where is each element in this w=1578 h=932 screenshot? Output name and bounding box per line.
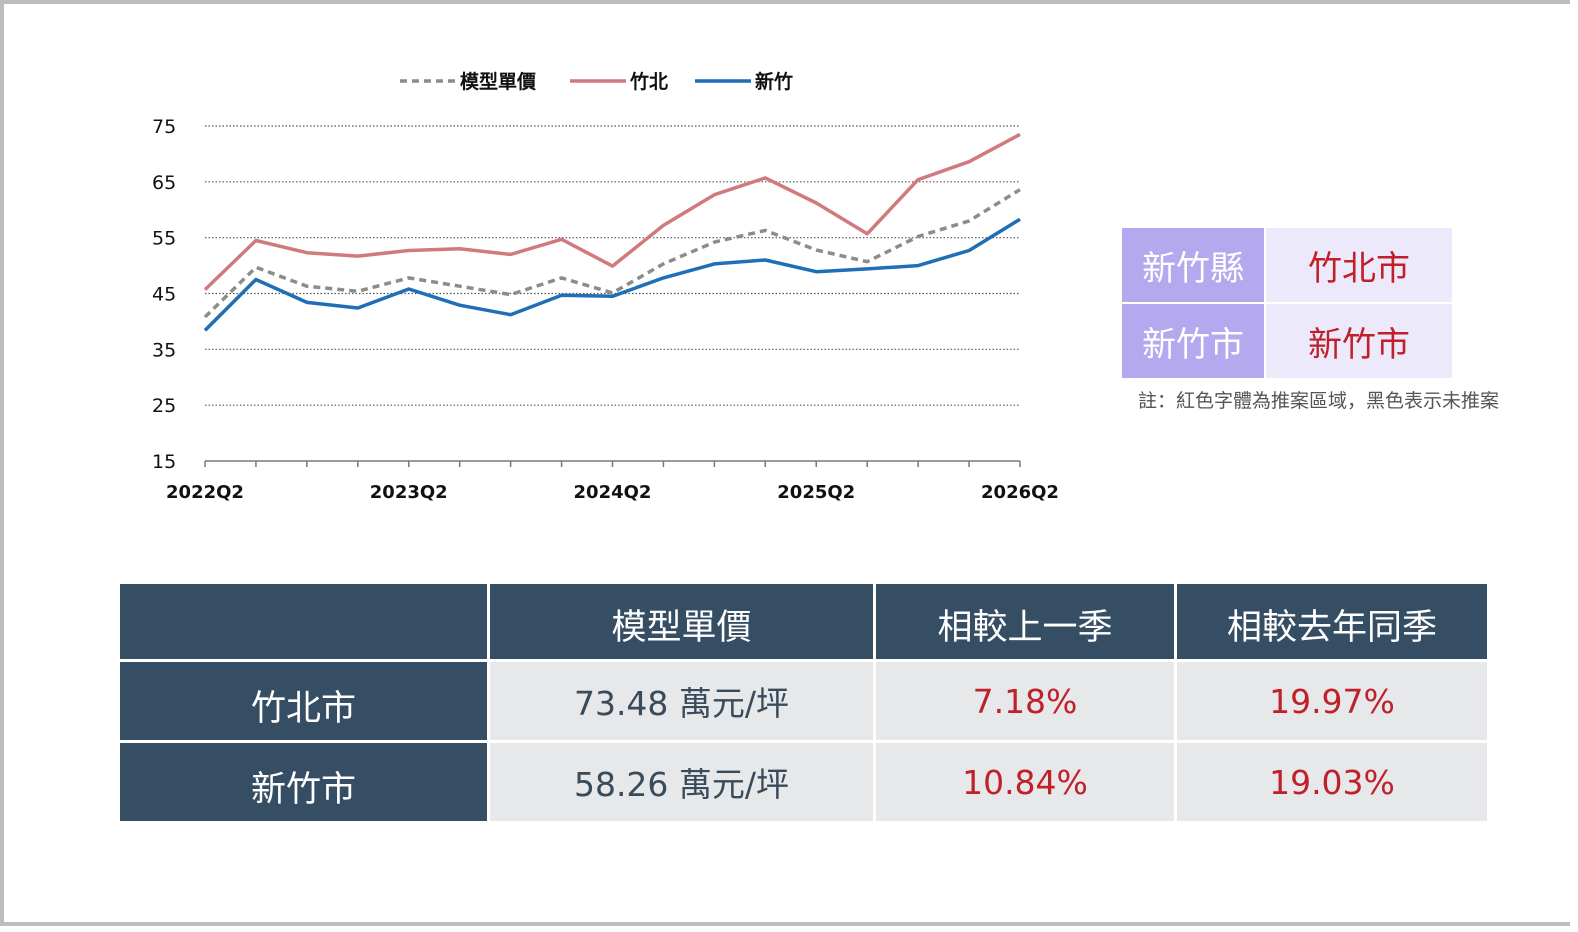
x-tick-label: 2025Q2: [777, 482, 855, 503]
region-city: 竹北市: [1266, 228, 1452, 304]
y-tick-label: 55: [152, 228, 176, 250]
summary-row-name: 竹北市: [120, 662, 487, 740]
summary-row-name: 新竹市: [120, 743, 487, 821]
y-tick-label: 45: [152, 284, 176, 306]
y-tick-label: 15: [152, 451, 176, 473]
x-tick-label: 2023Q2: [370, 482, 448, 503]
x-tick-label: 2024Q2: [574, 482, 652, 503]
summary-qoq: 7.18%: [876, 662, 1174, 740]
region-row: 新竹縣 竹北市: [1122, 228, 1452, 304]
series-line: [203, 188, 1021, 319]
region-table: 新竹縣 竹北市 新竹市 新竹市: [1122, 228, 1452, 380]
summary-yoy: 19.03%: [1177, 743, 1487, 821]
summary-price: 73.48 萬元/坪: [490, 662, 873, 740]
summary-header-blank: [120, 584, 487, 659]
summary-table: 模型單價 相較上一季 相較去年同季 竹北市 73.48 萬元/坪 7.18% 1…: [117, 581, 1490, 824]
x-tick-label: 2026Q2: [981, 482, 1059, 503]
y-tick-label: 35: [152, 339, 176, 361]
x-tick-label: 2022Q2: [166, 482, 244, 503]
region-county: 新竹市: [1122, 304, 1266, 380]
series-line: [203, 132, 1021, 291]
y-tick-label: 25: [152, 395, 176, 417]
summary-row: 竹北市 73.48 萬元/坪 7.18% 19.97%: [120, 662, 1487, 740]
summary-header-qoq: 相較上一季: [876, 584, 1174, 659]
summary-price: 58.26 萬元/坪: [490, 743, 873, 821]
series-line: [203, 217, 1021, 332]
legend-label: 新竹: [755, 70, 793, 93]
summary-header-price: 模型單價: [490, 584, 873, 659]
summary-yoy: 19.97%: [1177, 662, 1487, 740]
summary-header-row: 模型單價 相較上一季 相較去年同季: [120, 584, 1487, 659]
summary-header-yoy: 相較去年同季: [1177, 584, 1487, 659]
region-row: 新竹市 新竹市: [1122, 304, 1452, 380]
price-line-chart: 15 25 35 45 55 65 75 2022Q2 2023Q2 2024Q2 2025Q2 20…: [152, 70, 1059, 503]
summary-qoq: 10.84%: [876, 743, 1174, 821]
note-text: 註：紅色字體為推案區域，黑色表示未推案: [1138, 390, 1500, 412]
y-tick-label: 75: [152, 116, 176, 138]
legend-label: 竹北: [629, 70, 668, 93]
region-county: 新竹縣: [1122, 228, 1266, 304]
legend-label: 模型單價: [460, 70, 537, 93]
region-city: 新竹市: [1266, 304, 1452, 380]
summary-row: 新竹市 58.26 萬元/坪 10.84% 19.03%: [120, 743, 1487, 821]
y-tick-label: 65: [152, 172, 176, 194]
